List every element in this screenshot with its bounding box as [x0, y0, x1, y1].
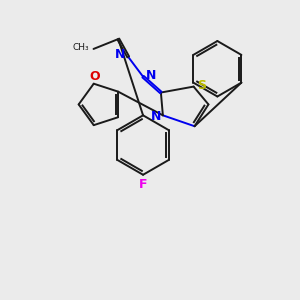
- Text: CH₃: CH₃: [73, 44, 90, 52]
- Text: N: N: [151, 110, 161, 123]
- Text: F: F: [139, 178, 147, 191]
- Text: N: N: [115, 48, 125, 62]
- Text: S: S: [197, 79, 206, 92]
- Text: O: O: [89, 70, 100, 83]
- Text: N: N: [146, 69, 156, 82]
